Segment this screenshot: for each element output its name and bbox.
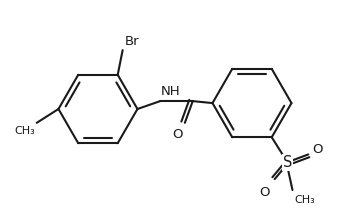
Text: S: S [283,155,292,170]
Text: CH₃: CH₃ [14,126,35,136]
Text: Br: Br [125,35,139,48]
Text: CH₃: CH₃ [294,195,315,205]
Text: O: O [312,143,323,156]
Text: O: O [172,128,183,141]
Text: O: O [259,186,270,199]
Text: NH: NH [161,85,181,98]
